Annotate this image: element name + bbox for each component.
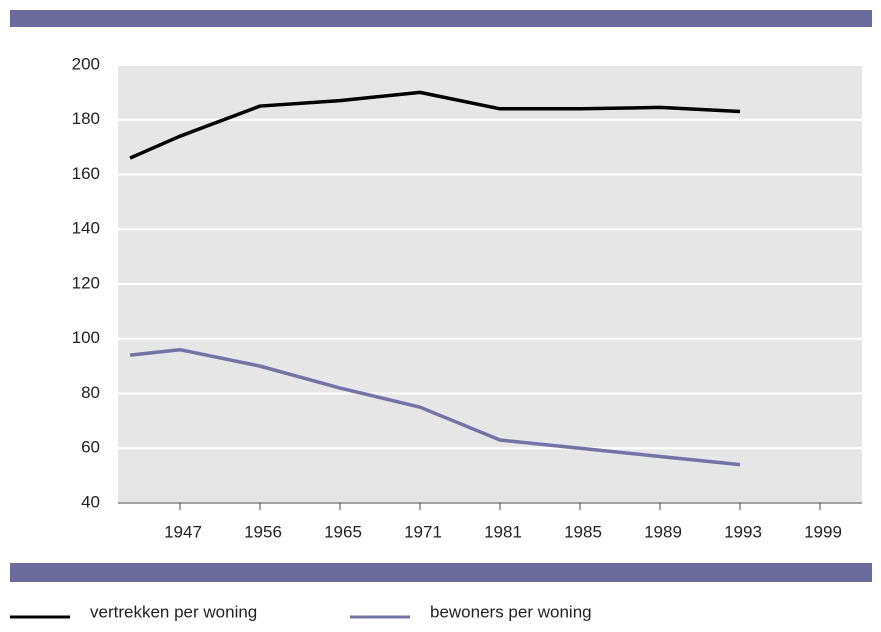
x-tick-label: 1999: [804, 522, 842, 541]
y-tick-label: 80: [81, 383, 100, 402]
top-band: [10, 10, 872, 27]
line-series: [129, 347, 741, 467]
y-tick-label: 140: [72, 219, 100, 238]
x-tick-label: 1956: [244, 522, 282, 541]
x-tick-label: 1947: [164, 522, 202, 541]
x-tick-label: 1981: [484, 522, 522, 541]
y-tick-label: 120: [72, 273, 100, 292]
x-tick-label: 1971: [404, 522, 442, 541]
y-tick-label: 60: [81, 438, 100, 457]
bottom-band: [10, 563, 872, 582]
y-tick-label: 40: [81, 492, 100, 511]
legend-label: vertrekken per woning: [90, 602, 257, 621]
x-tick-label: 1993: [724, 522, 762, 541]
line-series: [129, 90, 741, 160]
y-tick-label: 160: [72, 164, 100, 183]
y-tick-label: 180: [72, 109, 100, 128]
y-tick-label: 200: [72, 54, 100, 73]
legend-label: bewoners per woning: [430, 602, 592, 621]
x-tick-label: 1989: [644, 522, 682, 541]
x-tick-label: 1985: [564, 522, 602, 541]
x-tick-label: 1965: [324, 522, 362, 541]
y-tick-label: 100: [72, 328, 100, 347]
